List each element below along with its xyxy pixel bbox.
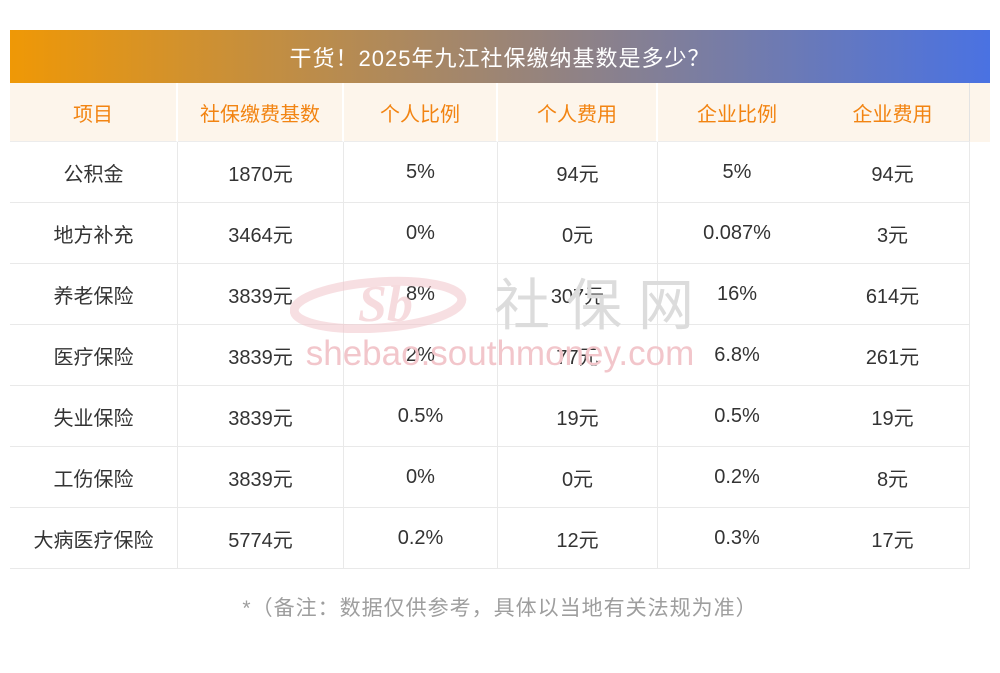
cell-personal-rate: 8% [344,264,498,325]
cell-company-rate: 0.087% [658,203,816,264]
cell-base: 3839元 [178,386,344,447]
cell-personal-rate: 0% [344,203,498,264]
cell-company-fee: 94元 [816,142,970,203]
cell-personal-fee: 19元 [498,386,658,447]
cell-company-rate: 16% [658,264,816,325]
cell-company-fee: 3元 [816,203,970,264]
cell-personal-fee: 77元 [498,325,658,386]
cell-personal-fee: 12元 [498,508,658,569]
cell-spacer [970,325,990,386]
cell-project: 公积金 [10,142,178,203]
cell-company-rate: 5% [658,142,816,203]
cell-spacer [970,203,990,264]
cell-company-fee: 261元 [816,325,970,386]
cell-company-fee: 8元 [816,447,970,508]
cell-personal-rate: 0.2% [344,508,498,569]
header-cell-personal-fee: 个人费用 [498,83,658,142]
cell-project: 养老保险 [10,264,178,325]
header-cell-company-rate: 企业比例 [658,83,816,142]
cell-base: 3839元 [178,325,344,386]
cell-personal-fee: 94元 [498,142,658,203]
social-insurance-table: 项目 社保缴费基数 个人比例 个人费用 企业比例 企业费用 公积金 1870元 … [10,83,990,569]
cell-company-fee: 19元 [816,386,970,447]
cell-personal-fee: 307元 [498,264,658,325]
cell-company-rate: 0.2% [658,447,816,508]
cell-personal-rate: 5% [344,142,498,203]
cell-company-rate: 0.5% [658,386,816,447]
cell-company-rate: 6.8% [658,325,816,386]
table-row: 养老保险 3839元 8% 307元 16% 614元 [10,264,990,325]
cell-spacer [970,142,990,203]
cell-spacer [970,386,990,447]
cell-company-fee: 17元 [816,508,970,569]
header-cell-project: 项目 [10,83,178,142]
cell-project: 工伤保险 [10,447,178,508]
cell-spacer [970,508,990,569]
table-row: 大病医疗保险 5774元 0.2% 12元 0.3% 17元 [10,508,990,569]
cell-base: 3839元 [178,447,344,508]
cell-project: 大病医疗保险 [10,508,178,569]
cell-spacer [970,447,990,508]
cell-company-fee: 614元 [816,264,970,325]
cell-base: 3464元 [178,203,344,264]
cell-base: 5774元 [178,508,344,569]
title-banner: 干货！2025年九江社保缴纳基数是多少？ [10,30,990,83]
table-row: 失业保险 3839元 0.5% 19元 0.5% 19元 [10,386,990,447]
table-row: 地方补充 3464元 0% 0元 0.087% 3元 [10,203,990,264]
cell-base: 3839元 [178,264,344,325]
header-cell-personal-rate: 个人比例 [344,83,498,142]
cell-company-rate: 0.3% [658,508,816,569]
table-row: 公积金 1870元 5% 94元 5% 94元 [10,142,990,203]
cell-project: 地方补充 [10,203,178,264]
table-header-row: 项目 社保缴费基数 个人比例 个人费用 企业比例 企业费用 [10,83,990,142]
header-cell-base: 社保缴费基数 [178,83,344,142]
table-row: 医疗保险 3839元 2% 77元 6.8% 261元 [10,325,990,386]
cell-spacer [970,264,990,325]
footer-note: *（备注：数据仅供参考，具体以当地有关法规为准） [242,597,758,620]
cell-personal-rate: 2% [344,325,498,386]
cell-personal-rate: 0.5% [344,386,498,447]
cell-personal-fee: 0元 [498,203,658,264]
header-cell-spacer [970,83,990,142]
cell-project: 医疗保险 [10,325,178,386]
cell-personal-fee: 0元 [498,447,658,508]
header-cell-company-fee: 企业费用 [816,83,970,142]
table-row: 工伤保险 3839元 0% 0元 0.2% 8元 [10,447,990,508]
cell-personal-rate: 0% [344,447,498,508]
page-title: 干货！2025年九江社保缴纳基数是多少？ [289,45,711,71]
cell-project: 失业保险 [10,386,178,447]
cell-base: 1870元 [178,142,344,203]
